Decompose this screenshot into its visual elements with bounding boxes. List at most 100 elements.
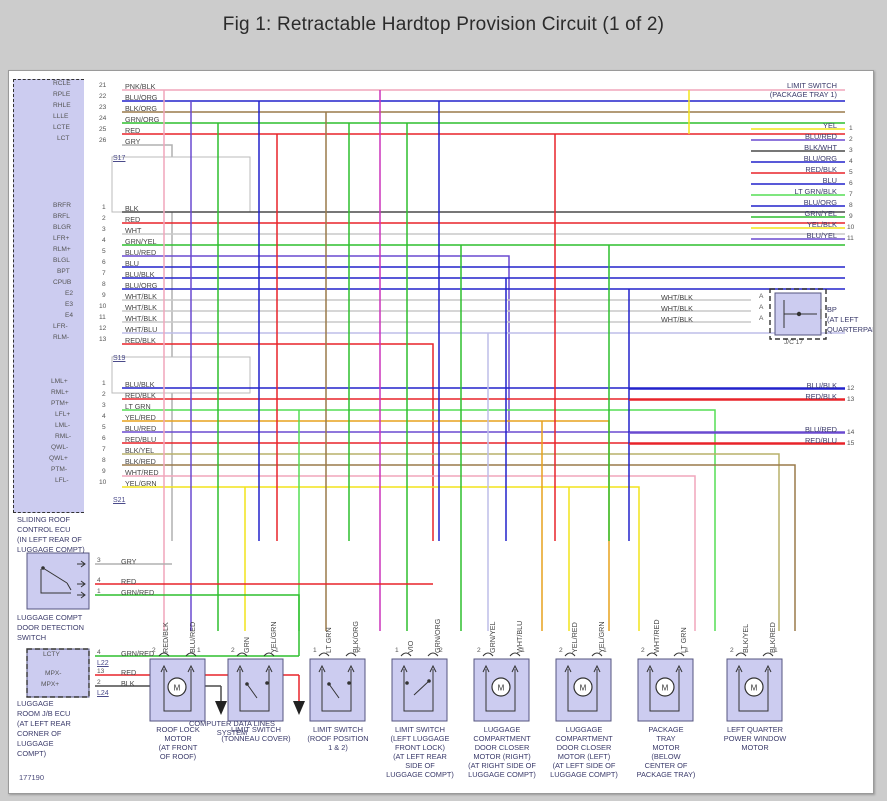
component-pin: 1 <box>521 647 525 654</box>
ecu-terminal: LFR- <box>53 323 68 330</box>
wire-label: VIO <box>406 640 415 653</box>
junction-code: J/C 17 <box>784 339 804 346</box>
wire-label: BLU/BLK <box>125 270 155 279</box>
door-switch-pin: 1 <box>97 588 101 595</box>
wire-label: GRY <box>121 557 137 566</box>
wire-label: BLU/BLK <box>806 381 837 390</box>
ecu-pin: 12 <box>99 325 107 332</box>
splice-label: S19 <box>113 355 126 362</box>
component-pin: 2 <box>231 647 235 654</box>
ecu-pin: 7 <box>102 270 106 277</box>
wire-label: YEL/GRN <box>125 479 157 488</box>
luggage-door-closer-motor-right-label: LUGGAGE COMPARTMENT DOOR CLOSER MOTOR (R… <box>468 725 536 780</box>
ecu-terminal: BLGL <box>53 257 70 264</box>
jb-ecu-pin: 2 <box>97 679 101 686</box>
wire-label: YEL/BLK <box>807 220 837 229</box>
ecu-terminal: RML+ <box>51 389 69 396</box>
ecu-terminal: LCTE <box>53 124 70 131</box>
ecu-terminal: PTM- <box>51 466 68 473</box>
ecu-pin: 8 <box>102 281 106 288</box>
connector-pin-number: 3 <box>849 147 853 154</box>
wire-label: BLU/RED <box>804 425 837 434</box>
wire-label: GRN/YEL <box>804 209 837 218</box>
connector-pin-number: 8 <box>849 202 853 209</box>
ecu-pin: 8 <box>102 457 106 464</box>
connector-pin-number: 10 <box>847 224 855 231</box>
ecu-pin: 6 <box>102 435 106 442</box>
ecu-terminal: RHLE <box>53 102 71 109</box>
luggage-room-jb-ecu-label: LUGGAGE ROOM J/B ECU (AT LEFT REAR CORNE… <box>17 699 71 758</box>
wire-label: RED/BLK <box>805 392 837 401</box>
wire-label: RED/BLK <box>125 336 156 345</box>
component-pin: 1 <box>774 647 778 654</box>
wire-label: LT GRN <box>125 402 151 411</box>
ecu-terminal: LCT <box>57 135 70 142</box>
ecu-pin: 1 <box>102 204 106 211</box>
component-pin: 2 <box>439 647 443 654</box>
ecu-terminal: LLLE <box>53 113 69 120</box>
svg-text:M: M <box>662 684 669 693</box>
ecu-terminal: CPUB <box>53 279 72 286</box>
wire-label: GRN/RED <box>121 649 155 658</box>
ecu-terminal: RPLE <box>53 91 71 98</box>
figure-id: 177190 <box>19 773 45 782</box>
bp-junction-label: BP (AT LEFT QUARTERPANEL) <box>827 305 873 334</box>
wire-label: GRN/RED <box>121 588 155 597</box>
component-pin: 1 <box>313 647 317 654</box>
ecu-terminal: QWL- <box>51 444 69 451</box>
ecu-pin: 2 <box>102 391 106 398</box>
limit-switch-left-luggage-front-lock-label: LIMIT SWITCH (LEFT LUGGAGE FRONT LOCK) (… <box>386 725 454 780</box>
wire-label: RED/BLK <box>805 165 837 174</box>
left-quarter-power-window-motor-label: LEFT QUARTER POWER WINDOW MOTOR <box>723 725 787 753</box>
wire-label: BLU/YEL <box>806 231 837 240</box>
wire-label: WHT/BLK <box>661 293 693 302</box>
jb-ecu-terminal: MPX- <box>45 670 62 677</box>
ecu-pin: 10 <box>99 479 107 486</box>
wire-label: WHT/BLK <box>125 314 157 323</box>
wire-label: YEL/RED <box>570 622 579 653</box>
component-pin: 2 <box>357 647 361 654</box>
wire-label: BLK/ORG <box>125 104 157 113</box>
wire-label: RED/BLK <box>125 391 156 400</box>
jb-ecu-terminal: MPX+ <box>41 681 60 688</box>
wire-label: BLU/ORG <box>125 281 158 290</box>
ecu-terminal: BPT <box>57 268 70 275</box>
ecu-terminal: QWL+ <box>49 455 68 462</box>
component-pin: 1 <box>685 647 689 654</box>
roof-lock-motor-label: ROOF LOCK MOTOR (AT FRONT OF ROOF) <box>156 725 200 762</box>
ecu-pin: 6 <box>102 259 106 266</box>
wire-label: BLU <box>822 176 837 185</box>
wire-label: WHT <box>125 226 142 235</box>
ecu-pin: 7 <box>102 446 106 453</box>
ecu-pin: 26 <box>99 137 107 144</box>
ecu-pin: 9 <box>102 468 106 475</box>
luggage-door-closer-motor-left-label: LUGGAGE COMPARTMENT DOOR CLOSER MOTOR (L… <box>550 725 618 780</box>
ecu-terminal: RLM- <box>53 334 70 341</box>
ecu-pin: 9 <box>102 292 106 299</box>
wire-label: BLK <box>121 679 135 688</box>
ecu-pin: 10 <box>99 303 107 310</box>
ecu-pin: 25 <box>99 126 107 133</box>
ecu-terminal: LFL+ <box>55 411 71 418</box>
wire-label: BLK/RED <box>125 457 156 466</box>
wire-label: LT GRN/BLK <box>794 187 837 196</box>
svg-text:M: M <box>174 684 181 693</box>
limit-switch-tonneau-cover-label: LIMIT SWITCH (TONNEAU COVER) <box>221 725 291 744</box>
wire-label: BLK/YEL <box>741 623 750 653</box>
wire-label: LT GRN <box>324 627 333 653</box>
sliding-roof-control-ecu-label: SLIDING ROOF CONTROL ECU (IN LEFT REAR O… <box>17 515 85 554</box>
ecu-pin: 1 <box>102 380 106 387</box>
ecu-pin: 21 <box>99 82 107 89</box>
header-bar: Fig 1: Retractable Hardtop Provision Cir… <box>0 0 887 68</box>
wire-label: BLU/ORG <box>803 198 837 207</box>
component-pin: 2 <box>477 647 481 654</box>
ecu-pin: 3 <box>102 226 106 233</box>
ecu-terminal: RCLE <box>53 80 71 87</box>
wire-label: GRN/YEL <box>488 621 497 653</box>
junction-terminal: A <box>759 304 764 311</box>
wire-label: GRN/YEL <box>125 237 157 246</box>
wire-label: BLU/RED <box>804 132 837 141</box>
limit-switch-package-tray-title: LIMIT SWITCH (PACKAGE TRAY 1) <box>769 81 837 99</box>
ecu-pin: 5 <box>102 424 106 431</box>
